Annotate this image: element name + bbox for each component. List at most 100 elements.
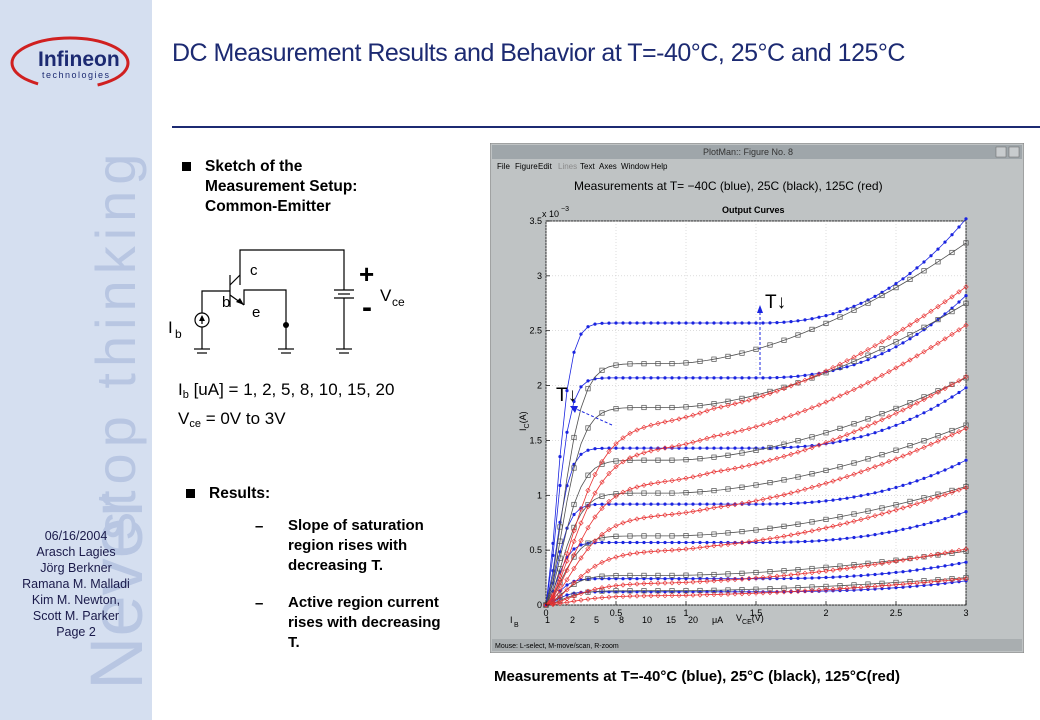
- point-125C: [956, 547, 962, 553]
- point-125C: [760, 393, 766, 399]
- window-minimize-button[interactable]: [995, 146, 1007, 158]
- menu-item-window[interactable]: Window: [621, 162, 650, 171]
- point--40C: [663, 376, 667, 380]
- point-125C: [928, 579, 934, 585]
- point--40C: [719, 577, 723, 581]
- point-125C: [921, 396, 927, 403]
- point-125C: [879, 339, 885, 345]
- point--40C: [824, 589, 828, 593]
- point-125C: [809, 587, 815, 594]
- point-25C: [641, 572, 647, 578]
- point--40C: [887, 586, 891, 590]
- point--40C: [614, 321, 618, 325]
- point--40C: [887, 348, 891, 352]
- y-tick-label: 0.5: [529, 545, 542, 555]
- point--40C: [621, 376, 625, 380]
- point-125C: [662, 445, 668, 451]
- point--40C: [593, 322, 597, 326]
- point--40C: [747, 376, 751, 380]
- point--40C: [719, 502, 723, 506]
- point-25C: [557, 524, 563, 530]
- point--40C: [635, 540, 639, 545]
- point--40C: [775, 540, 779, 544]
- point-25C: [697, 572, 703, 578]
- curve-25C-ib10: [545, 377, 967, 606]
- point-125C: [823, 480, 829, 486]
- window-close-button[interactable]: [1008, 146, 1020, 158]
- point--40C: [607, 577, 611, 581]
- point-125C: [669, 417, 675, 424]
- point-125C: [746, 462, 752, 469]
- point-25C: [935, 577, 941, 583]
- point-125C: [949, 331, 955, 338]
- point--40C: [705, 376, 709, 380]
- point--40C: [936, 519, 940, 523]
- point-125C: [606, 448, 612, 455]
- point-25C: [935, 491, 941, 497]
- point-25C: [585, 575, 591, 582]
- point--40C: [845, 536, 849, 540]
- point--40C: [936, 471, 940, 475]
- footer-info-line: 06/16/2004: [44, 529, 108, 543]
- point--40C: [726, 446, 730, 450]
- point--40C: [796, 501, 800, 505]
- point-125C: [879, 417, 885, 423]
- point-125C: [662, 592, 668, 599]
- point-125C: [767, 390, 773, 397]
- point-125C: [795, 571, 801, 577]
- menu-item-help[interactable]: Help: [651, 162, 668, 171]
- point-25C: [669, 361, 675, 367]
- menu-item-text[interactable]: Text: [580, 162, 595, 171]
- diagram-label-vce: V: [380, 286, 392, 305]
- point-25C: [683, 490, 689, 496]
- point-125C: [669, 592, 675, 599]
- point-25C: [725, 530, 731, 536]
- menu-item-file[interactable]: File: [497, 162, 510, 171]
- point--40C: [852, 495, 856, 499]
- point-125C: [697, 544, 703, 551]
- point-125C: [886, 413, 892, 420]
- point-125C: [641, 549, 647, 555]
- point-25C: [879, 452, 885, 458]
- point--40C: [642, 502, 646, 506]
- window-titlebar[interactable]: [492, 145, 1022, 159]
- point-25C: [655, 361, 661, 367]
- menu-item-figure[interactable]: Figure: [515, 162, 538, 171]
- point-125C: [578, 555, 584, 561]
- point--40C: [796, 576, 800, 580]
- menu-item-axes[interactable]: Axes: [599, 162, 617, 171]
- point--40C: [565, 583, 569, 587]
- point-125C: [956, 289, 962, 295]
- point-125C: [557, 588, 563, 594]
- point-125C: [592, 471, 598, 478]
- point-125C: [620, 582, 626, 588]
- menu-item-lines[interactable]: Lines: [558, 162, 577, 171]
- point-125C: [725, 430, 731, 437]
- point--40C: [607, 376, 611, 380]
- menu-item-edit[interactable]: Edit: [538, 162, 553, 171]
- point-125C: [928, 496, 934, 502]
- point-25C: [851, 421, 857, 427]
- point-25C: [655, 404, 661, 411]
- point-25C: [963, 240, 969, 246]
- point-125C: [585, 525, 591, 531]
- point-125C: [578, 573, 584, 580]
- results-dash-2: –: [255, 595, 264, 612]
- point-125C: [648, 422, 654, 428]
- setup-parameters: Ib [uA] = 1, 2, 5, 8, 10, 15, 20 Vce = 0…: [178, 378, 394, 436]
- point-125C: [620, 435, 626, 441]
- point-125C: [900, 407, 906, 413]
- point--40C: [866, 534, 870, 538]
- point--40C: [831, 498, 835, 502]
- point-125C: [697, 579, 703, 585]
- point-125C: [788, 413, 794, 419]
- point-125C: [613, 464, 619, 470]
- point--40C: [670, 376, 674, 380]
- point-25C: [739, 350, 745, 356]
- point-125C: [935, 494, 941, 500]
- point-125C: [571, 565, 577, 572]
- point-25C: [823, 467, 829, 473]
- point-25C: [585, 472, 591, 478]
- point-25C: [613, 573, 619, 579]
- curve-125C-ib10: [545, 376, 967, 606]
